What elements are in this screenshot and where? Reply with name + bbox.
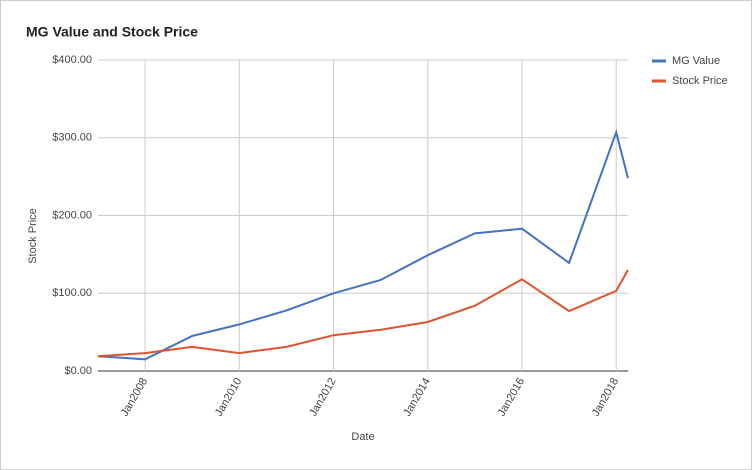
y-tick-label: $200.00 xyxy=(52,209,92,221)
y-axis-label: Stock Price xyxy=(27,208,39,264)
line xyxy=(97,128,629,361)
line xyxy=(97,269,629,358)
y-tick-label: $300.00 xyxy=(52,132,92,144)
x-axis-label: Date xyxy=(351,431,374,443)
y-tick-label: $100.00 xyxy=(52,287,92,299)
y-tick-label: $400.00 xyxy=(52,54,92,66)
legend-label: MG Value xyxy=(672,55,720,67)
chart-title: MG Value and Stock Price xyxy=(26,24,198,40)
legend-label: Stock Price xyxy=(672,75,728,87)
y-tick-label: $0.00 xyxy=(64,365,92,377)
